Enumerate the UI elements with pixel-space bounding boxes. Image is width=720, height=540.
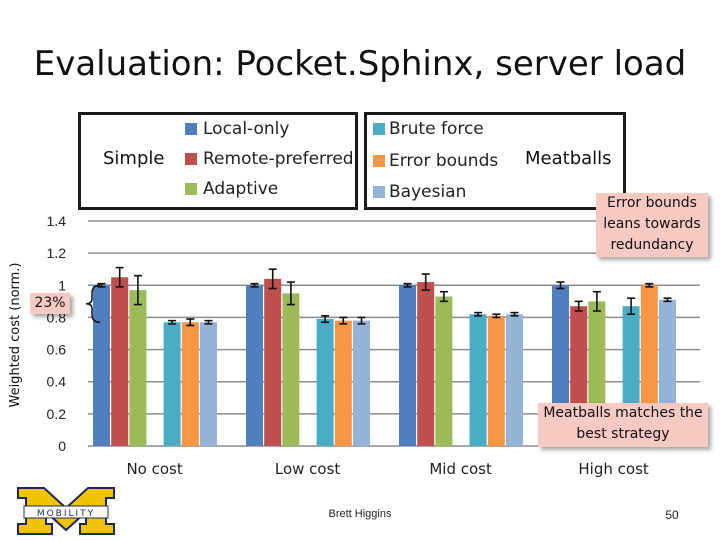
mobility-logo: MOBILITY (17, 487, 115, 535)
legend-swatch-brute-force (373, 123, 385, 135)
legend-label-error-bounds: Error bounds (389, 151, 499, 171)
bar (435, 296, 453, 446)
bar (334, 320, 352, 446)
x-category-label: High cost (578, 460, 648, 478)
legend-swatch-adaptive (185, 183, 197, 195)
y-tick-label: 0.6 (47, 342, 67, 358)
legend-label-brute-force: Brute force (389, 119, 484, 139)
bar (316, 319, 334, 446)
legend-swatch-error-bounds (373, 155, 385, 167)
bar (282, 293, 300, 446)
x-category-label: No cost (126, 460, 182, 478)
bar (353, 320, 370, 446)
slide-title: Evaluation: Pocket.Sphinx, server load (33, 44, 687, 84)
legend-label-local-only: Local-only (203, 119, 290, 139)
bar (200, 322, 217, 446)
bar (181, 322, 199, 446)
y-tick-label: 1.2 (47, 245, 67, 261)
legend-swatch-local-only (185, 123, 197, 135)
bar (399, 285, 416, 446)
callout-error-bounds: Error bounds leans towards redundancy (596, 193, 708, 257)
legend-label-remote-preferred: Remote-preferred (203, 149, 354, 169)
callout-23-percent: 23% (30, 293, 70, 314)
y-tick-label: 0 (58, 438, 66, 454)
legend-label-bayesian: Bayesian (389, 182, 467, 202)
legend-simple: Simple Local-only Remote-preferred Adapt… (78, 112, 358, 210)
bar (506, 314, 523, 446)
legend-label-adaptive: Adaptive (203, 179, 279, 199)
y-tick-label: 0.4 (47, 374, 67, 390)
legend-swatch-bayesian (373, 186, 385, 198)
bar (246, 285, 263, 446)
callout-meatballs-matches: Meatballs matches the best strategy (538, 403, 708, 447)
legend-simple-title: Simple (103, 148, 165, 169)
bar (264, 278, 282, 446)
legend-meatballs: Meatballs Brute force Error bounds Bayes… (364, 112, 626, 210)
legend-swatch-remote-preferred (185, 153, 197, 165)
x-category-label: Mid cost (429, 460, 492, 478)
x-category-label: Low cost (275, 460, 341, 478)
mobility-logo-text: MOBILITY (37, 509, 95, 519)
brace (85, 284, 101, 323)
footer-author: Brett Higgins (328, 508, 392, 520)
y-axis-title: Weighted cost (norm.) (8, 262, 23, 407)
bar (417, 282, 435, 446)
bar (93, 285, 110, 446)
legend-meatballs-title: Meatballs (525, 148, 612, 169)
page-number: 50 (665, 508, 679, 522)
bar (111, 277, 129, 446)
bar (469, 314, 487, 446)
y-tick-label: 0.2 (47, 406, 67, 422)
bar (163, 322, 181, 446)
bar (129, 290, 147, 446)
bar (487, 315, 505, 446)
y-tick-label: 1.4 (47, 213, 67, 229)
y-tick-label: 1 (58, 277, 66, 293)
